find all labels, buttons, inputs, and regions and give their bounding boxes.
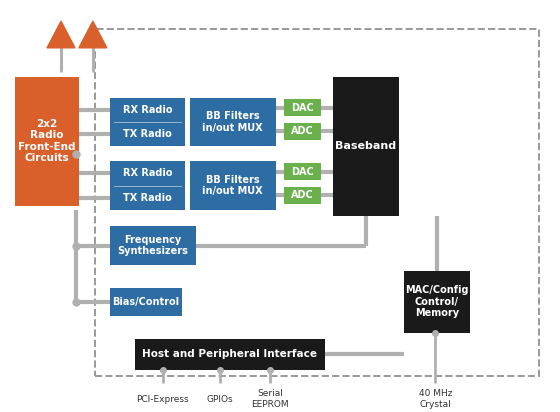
Text: Bias/Control: Bias/Control: [113, 297, 180, 307]
Text: DAC: DAC: [291, 103, 314, 112]
Bar: [95, 29, 539, 376]
Text: TX Radio: TX Radio: [123, 129, 172, 139]
FancyBboxPatch shape: [284, 187, 321, 204]
Text: Host and Peripheral Interface: Host and Peripheral Interface: [142, 349, 317, 359]
Text: BB Filters
in/out MUX: BB Filters in/out MUX: [203, 111, 263, 133]
FancyBboxPatch shape: [135, 339, 325, 370]
FancyBboxPatch shape: [110, 98, 185, 146]
FancyBboxPatch shape: [110, 226, 196, 265]
FancyBboxPatch shape: [333, 77, 399, 216]
FancyBboxPatch shape: [404, 271, 470, 332]
Text: GPIOs: GPIOs: [206, 395, 233, 403]
Text: 2x2
Radio
Front-End
Circuits: 2x2 Radio Front-End Circuits: [18, 119, 76, 164]
Polygon shape: [47, 21, 75, 48]
Text: RX Radio: RX Radio: [123, 169, 172, 178]
Text: BB Filters
in/out MUX: BB Filters in/out MUX: [203, 175, 263, 196]
Text: TX Radio: TX Radio: [123, 192, 172, 203]
FancyBboxPatch shape: [284, 99, 321, 116]
Text: PCI-Express: PCI-Express: [137, 395, 189, 403]
FancyBboxPatch shape: [15, 77, 79, 206]
Text: Serial
EEPROM: Serial EEPROM: [251, 389, 289, 409]
FancyBboxPatch shape: [189, 98, 276, 146]
Text: RX Radio: RX Radio: [123, 105, 172, 115]
Text: Baseband: Baseband: [335, 141, 396, 151]
Text: ADC: ADC: [291, 190, 314, 200]
Text: Frequency
Synthesizers: Frequency Synthesizers: [118, 235, 188, 256]
FancyBboxPatch shape: [110, 162, 185, 210]
Text: 40 MHz
Crystal: 40 MHz Crystal: [418, 389, 452, 409]
Text: MAC/Config
Control/
Memory: MAC/Config Control/ Memory: [405, 285, 469, 318]
FancyBboxPatch shape: [284, 163, 321, 180]
Text: ADC: ADC: [291, 126, 314, 136]
FancyBboxPatch shape: [110, 288, 182, 316]
FancyBboxPatch shape: [189, 162, 276, 210]
Polygon shape: [79, 21, 107, 48]
Text: DAC: DAC: [291, 166, 314, 177]
FancyBboxPatch shape: [284, 123, 321, 140]
